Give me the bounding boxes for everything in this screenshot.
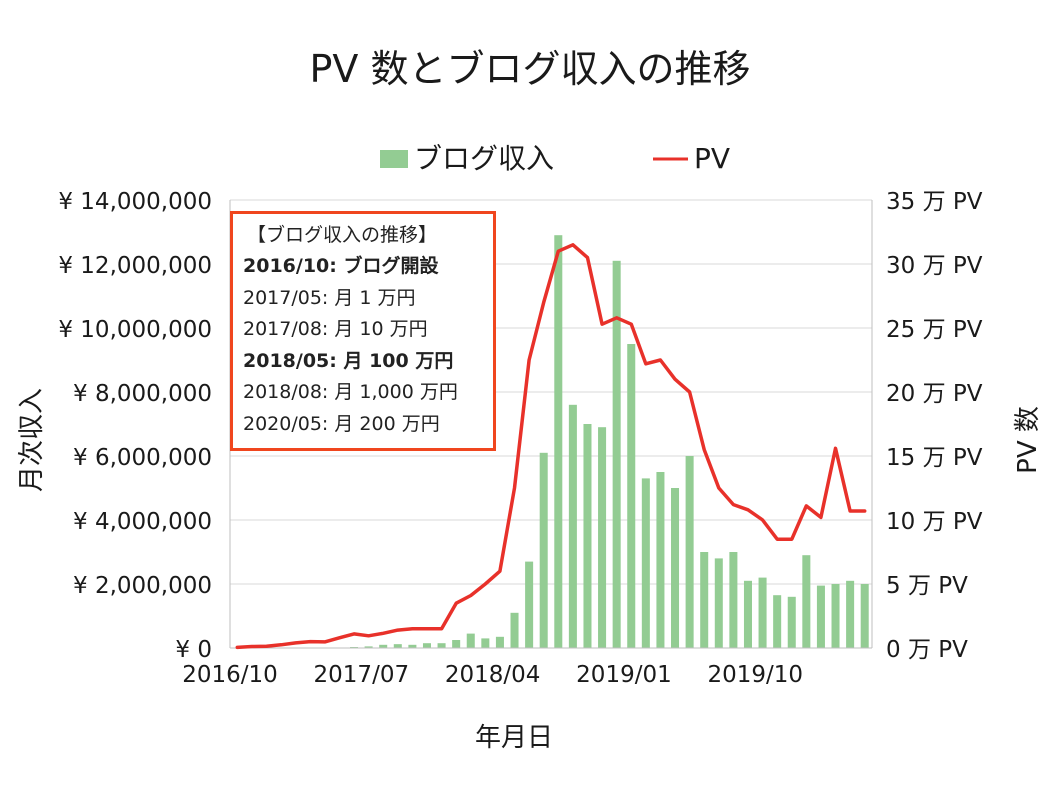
x-axis-label: 年月日 (475, 723, 553, 753)
revenue-bar (802, 555, 811, 648)
y-tick-label-right: 30 万 PV (886, 253, 983, 279)
y-tick-label-left: ¥ 14,000,000 (58, 189, 212, 215)
note-line: 2016/10: ブログ開設 (243, 255, 439, 277)
revenue-bar (481, 638, 490, 648)
revenue-bar (452, 640, 461, 648)
x-tick-label: 2017/07 (314, 662, 410, 688)
revenue-bar (568, 404, 577, 648)
revenue-bar (583, 424, 592, 648)
revenue-bar (539, 452, 548, 648)
y-tick-label-left: ¥ 0 (175, 637, 212, 663)
legend-bar-swatch (380, 150, 408, 168)
revenue-bar (554, 235, 563, 648)
y-axis-left-ticks: ¥ 0 ¥ 2,000,000 ¥ 4,000,000 ¥ 6,000,000 ¥ 8,… (58, 189, 212, 663)
legend: ブログ収入 PV (380, 142, 730, 175)
legend-bar-label: ブログ収入 (414, 142, 554, 175)
x-tick-label: 2018/04 (445, 662, 541, 688)
revenue-bar (816, 585, 825, 648)
line-series (235, 243, 867, 650)
revenue-bar (860, 584, 869, 648)
note-line: 2018/08: 月 1,000 万円 (243, 381, 458, 403)
revenue-bar (729, 552, 738, 648)
revenue-bar (393, 644, 402, 648)
y-tick-label-left: ¥ 10,000,000 (58, 317, 212, 343)
revenue-bar (437, 643, 446, 648)
revenue-bar (525, 561, 534, 648)
pv-line (235, 243, 867, 650)
legend-line-label: PV (694, 142, 730, 175)
revenue-bar (656, 472, 665, 648)
y-tick-label-left: ¥ 8,000,000 (73, 381, 212, 407)
revenue-bar (495, 636, 504, 648)
note-title: 【ブログ収入の推移】 (247, 224, 438, 246)
x-tick-label: 2016/10 (182, 662, 278, 688)
y-axis-left-label: 月次収入 (17, 388, 47, 492)
note-line: 2017/05: 月 1 万円 (243, 286, 416, 309)
x-tick-label: 2019/10 (707, 662, 803, 688)
x-axis-ticks: 2016/10 2017/07 2018/04 2019/01 2019/10 (182, 662, 803, 688)
y-tick-label-right: 0 万 PV (886, 637, 968, 663)
revenue-bar (773, 595, 782, 648)
y-tick-label-left: ¥ 2,000,000 (73, 573, 212, 599)
y-tick-label-right: 10 万 PV (886, 509, 983, 535)
revenue-milestones-note: 【ブログ収入の推移】 2016/10: ブログ開設 2017/05: 月 1 万… (230, 211, 496, 451)
y-tick-label-left: ¥ 4,000,000 (73, 509, 212, 535)
revenue-bar (671, 488, 680, 648)
note-line: 2017/08: 月 10 万円 (243, 318, 428, 340)
revenue-bar (743, 580, 752, 648)
y-axis-right-ticks: 0 万 PV 5 万 PV 10 万 PV 15 万 PV 20 万 PV 25 万 PV… (886, 189, 983, 663)
y-axis-right-label: PV 数 (1013, 406, 1043, 474)
y-tick-label-left: ¥ 6,000,000 (73, 445, 212, 471)
x-tick-label: 2019/01 (576, 662, 672, 688)
revenue-bar (422, 643, 431, 648)
y-tick-label-right: 35 万 PV (886, 189, 983, 215)
y-tick-label-right: 15 万 PV (886, 445, 983, 471)
revenue-bar (408, 644, 417, 648)
y-tick-label-right: 5 万 PV (886, 573, 968, 599)
note-line: 2018/05: 月 100 万円 (243, 349, 454, 372)
y-tick-label-right: 25 万 PV (886, 317, 983, 343)
bar-series (335, 235, 869, 648)
y-tick-label-left: ¥ 12,000,000 (58, 253, 212, 279)
revenue-bar (787, 596, 796, 648)
revenue-bar (685, 456, 694, 648)
revenue-bar (364, 646, 373, 648)
revenue-bar (831, 584, 840, 648)
revenue-bar (466, 633, 475, 648)
revenue-bar (714, 558, 723, 648)
revenue-bar (379, 644, 388, 648)
revenue-bar (641, 478, 650, 648)
revenue-bar (758, 577, 767, 648)
revenue-bar (700, 552, 709, 648)
revenue-bar (627, 344, 636, 648)
note-line: 2020/05: 月 200 万円 (243, 412, 440, 435)
chart-title: PV 数とブログ収入の推移 (310, 47, 751, 91)
revenue-bar (846, 580, 855, 648)
revenue-bar (510, 612, 519, 648)
revenue-bar (612, 260, 621, 648)
revenue-bar (598, 427, 607, 648)
y-tick-label-right: 20 万 PV (886, 381, 983, 407)
